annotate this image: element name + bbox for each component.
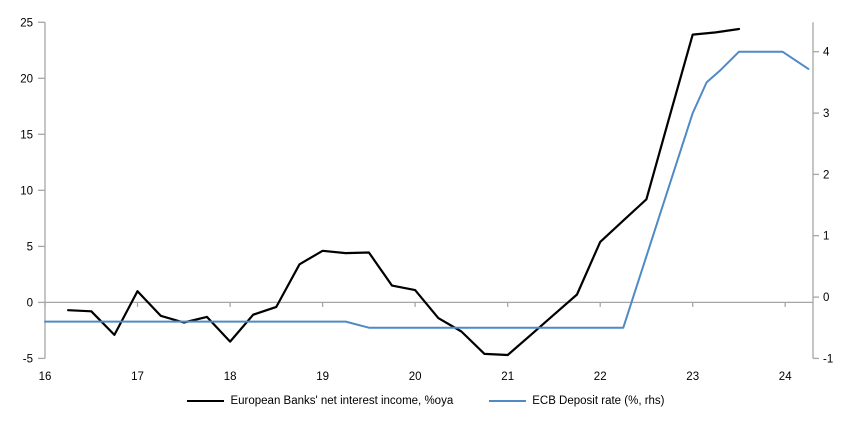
legend-label-net-interest-income: European Banks' net interest income, %oy… [230,395,454,407]
x-axis-tick-label: 16 [39,371,52,383]
left-axis-tick-label: 0 [27,297,33,309]
legend-item-ecb-deposit-rate: ECB Deposit rate (%, rhs) [489,395,665,407]
x-axis-tick-label: 18 [224,371,237,383]
x-axis-tick-label: 24 [779,371,792,383]
right-axis-tick-label: 4 [823,47,830,59]
x-axis-tick-label: 21 [501,371,514,383]
right-axis-tick-label: 2 [823,169,829,181]
right-axis-tick-label: 0 [823,292,829,304]
x-axis-tick-label: 23 [686,371,699,383]
left-axis-tick-label: 10 [20,185,33,197]
right-axis-tick-label: -1 [823,353,833,365]
legend: European Banks' net interest income, %oy… [0,395,852,407]
series-line-net-interest-income [66,27,741,357]
left-axis-tick-label: 15 [20,129,33,141]
x-axis-tick-label: 22 [594,371,607,383]
left-axis-tick-label: -5 [23,353,33,365]
x-axis-tick-label: 20 [409,371,422,383]
x-axis-tick-label: 19 [316,371,329,383]
legend-item-net-interest-income: European Banks' net interest income, %oy… [187,395,453,407]
series-line-ecb-deposit-rate [44,50,810,329]
legend-label-ecb-deposit-rate: ECB Deposit rate (%, rhs) [532,395,665,407]
left-axis-tick-label: 5 [27,241,33,253]
right-axis-tick-label: 3 [823,108,829,120]
left-axis-tick-label: 20 [20,73,33,85]
right-axis-tick-label: 1 [823,231,829,243]
black-line-sample [187,400,225,402]
blue-line-sample [489,400,527,402]
left-axis-tick-label: 25 [20,17,33,29]
x-axis-tick-label: 17 [131,371,144,383]
